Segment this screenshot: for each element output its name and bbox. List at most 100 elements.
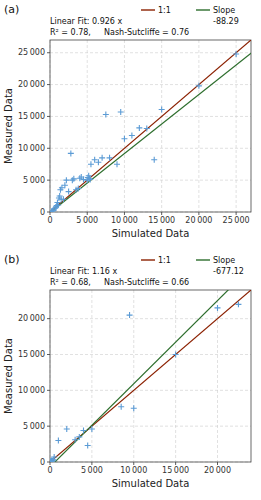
- point: [173, 352, 179, 358]
- point: [51, 454, 57, 460]
- point: [50, 457, 56, 462]
- point: [62, 182, 68, 188]
- point: [103, 112, 109, 118]
- point: [85, 443, 91, 449]
- point: [89, 426, 95, 432]
- point: [144, 126, 150, 132]
- tick-label: 10 000: [18, 386, 45, 395]
- grid-line: [50, 84, 251, 85]
- tick: [47, 318, 50, 319]
- tick-label: 0: [40, 458, 45, 467]
- panel: 05 00010 00015 00020 00025 00005 00010 0…: [3, 3, 251, 239]
- panel-label: (a): [4, 3, 19, 16]
- tick-label: 20 000: [185, 216, 212, 225]
- tick-label: 5 000: [76, 216, 98, 225]
- grid-line: [50, 354, 251, 355]
- tick: [47, 212, 50, 213]
- annotation: -677.12: [213, 267, 244, 276]
- point: [114, 161, 120, 167]
- annotation: Nash-Sutcliffe = 0.66: [104, 278, 189, 287]
- grid-line: [161, 40, 162, 212]
- point: [81, 427, 87, 433]
- point: [118, 109, 124, 115]
- data-area: [50, 290, 251, 462]
- point: [235, 301, 241, 307]
- legend-label: 1:1: [158, 6, 171, 15]
- legend-swatch: [141, 9, 155, 10]
- point: [57, 193, 63, 199]
- point: [131, 405, 137, 411]
- point: [95, 159, 101, 165]
- point: [99, 155, 105, 161]
- point: [63, 177, 69, 183]
- fit-line: [50, 53, 251, 212]
- tick-label: 5 000: [23, 176, 45, 185]
- point: [54, 203, 60, 209]
- point: [136, 125, 142, 131]
- fit-line: [50, 290, 251, 462]
- y-axis-label: Measured Data: [3, 88, 14, 164]
- tick-label: 25 000: [223, 216, 250, 225]
- point: [215, 305, 221, 311]
- tick-label: 15 000: [18, 350, 45, 359]
- tick-label: 5 000: [81, 466, 103, 475]
- point: [66, 189, 72, 195]
- point: [75, 185, 81, 191]
- legend-swatch: [141, 259, 155, 260]
- point: [88, 161, 94, 167]
- tick-label: 20 000: [18, 314, 45, 323]
- tick: [175, 462, 176, 465]
- annotation: Nash-Sutcliffe = 0.76: [104, 28, 189, 37]
- point: [129, 133, 135, 139]
- grid-line: [50, 52, 251, 53]
- point: [86, 176, 92, 182]
- annotation: Linear Fit: 0.926 x: [50, 17, 122, 26]
- tick: [47, 148, 50, 149]
- figure: 0 5 000 10 000 15 000 20 000 25 000 0 5 000 10 0…: [0, 0, 261, 500]
- point: [233, 51, 239, 57]
- tick-label: 20 000: [204, 466, 231, 475]
- annotation: R² = 0.68,: [50, 278, 91, 287]
- grid-line: [198, 40, 199, 212]
- point: [121, 136, 127, 142]
- tick-label: 10 000: [120, 466, 147, 475]
- tick: [47, 354, 50, 355]
- point: [107, 155, 113, 161]
- tick: [198, 212, 199, 215]
- legend-swatch: [196, 259, 210, 260]
- tick: [87, 212, 88, 215]
- panel: 0 5 000 10 000 15 000 20 000 0 5 000 10 000 15 0…: [3, 253, 251, 489]
- tick: [50, 212, 51, 215]
- tick: [236, 212, 237, 215]
- plot-frame: [50, 40, 251, 212]
- point: [196, 83, 202, 89]
- grid-line: [50, 390, 251, 391]
- point: [55, 202, 61, 208]
- tick: [47, 52, 50, 53]
- x-axis-label: Simulated Data: [112, 478, 190, 489]
- panel-label: (b): [4, 253, 20, 266]
- tick-label: 0: [47, 466, 52, 475]
- grid-line: [50, 426, 251, 427]
- tick: [47, 426, 50, 427]
- grid-line: [175, 290, 176, 462]
- grid-line: [50, 116, 251, 117]
- legend-label: 1:1: [158, 256, 171, 265]
- annotation: Linear Fit: 1.16 x: [50, 267, 117, 276]
- tick: [47, 180, 50, 181]
- data-area: [50, 40, 251, 212]
- tick: [161, 212, 162, 215]
- tick: [124, 212, 125, 215]
- annotation: R² = 0.78,: [50, 28, 91, 37]
- point: [69, 177, 75, 183]
- tick-label: 15 000: [162, 466, 189, 475]
- tick-label: 10 000: [18, 144, 45, 153]
- fit-line: [50, 40, 251, 212]
- legend-label: Slope: [213, 256, 235, 265]
- tick-label: 15 000: [148, 216, 175, 225]
- point: [71, 176, 77, 182]
- point: [151, 157, 157, 163]
- x-axis-label: Simulated Data: [112, 228, 190, 239]
- tick-label: 5 000: [23, 422, 45, 431]
- tick: [47, 84, 50, 85]
